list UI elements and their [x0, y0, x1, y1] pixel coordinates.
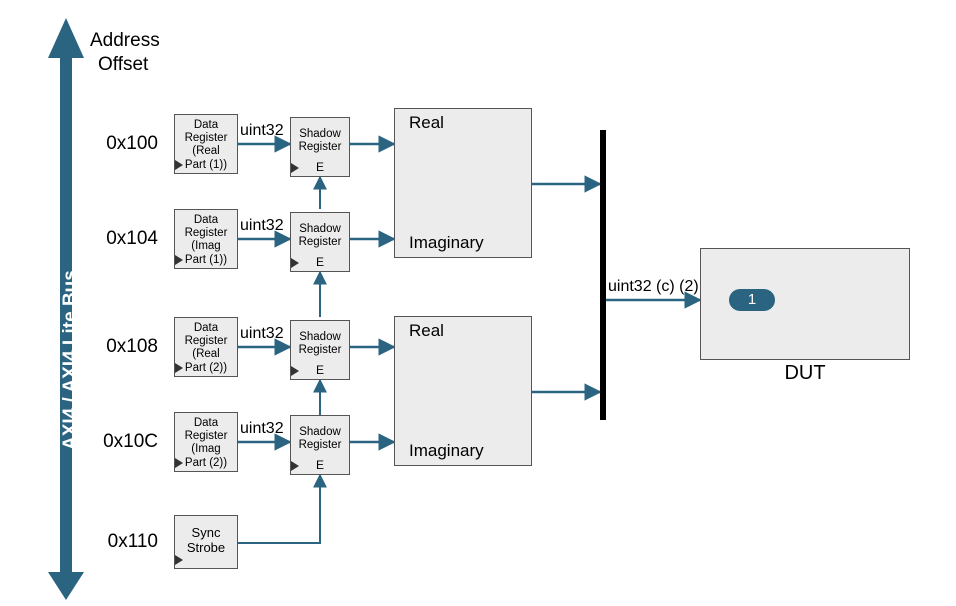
reg-line: Register — [175, 227, 237, 240]
edge-label-uint32-3: uint32 — [240, 420, 284, 438]
addr-2: 0x108 — [88, 336, 158, 358]
clock-triangle-icon — [175, 160, 183, 170]
shadow-register-0: Shadow Register E — [290, 117, 350, 177]
inport-1: 1 — [729, 289, 775, 311]
enable-label: E — [316, 364, 324, 378]
reg-line: (Real — [175, 348, 237, 361]
clock-triangle-icon — [175, 555, 183, 565]
reg-line: Part (1)) — [175, 159, 237, 172]
data-register-imag-1: Data Register (Imag Part (1)) — [174, 209, 238, 269]
addr-3: 0x10C — [88, 431, 158, 453]
edge-label-uint32-2: uint32 — [240, 325, 284, 343]
reg-line: Shadow — [291, 331, 349, 344]
reg-line: (Real — [175, 145, 237, 158]
shadow-register-3: Shadow Register E — [290, 415, 350, 475]
reg-line: (Imag — [175, 240, 237, 253]
clock-triangle-icon — [291, 163, 299, 173]
dut-label: DUT — [700, 362, 910, 385]
addr-1: 0x104 — [88, 228, 158, 250]
reg-line: Strobe — [175, 541, 237, 556]
reg-line: Register — [291, 344, 349, 357]
edge-label-uint32-0: uint32 — [240, 122, 284, 140]
combine-real-label: Real — [409, 321, 444, 341]
edge-label-uint32-1: uint32 — [240, 217, 284, 235]
combine-real-label: Real — [409, 113, 444, 133]
clock-triangle-icon — [291, 366, 299, 376]
data-register-real-2: Data Register (Real Part (2)) — [174, 317, 238, 377]
data-register-real-1: Data Register (Real Part (1)) — [174, 114, 238, 174]
reg-line: Data — [175, 417, 237, 430]
reg-line: Data — [175, 214, 237, 227]
dut-block: 1 — [700, 248, 910, 360]
reg-line: Data — [175, 322, 237, 335]
combine-imag-label: Imaginary — [409, 441, 484, 461]
complex-combine-0: Real Imaginary — [394, 108, 532, 258]
addr-4: 0x110 — [88, 531, 158, 553]
reg-line: Register — [175, 430, 237, 443]
reg-line: Register — [175, 132, 237, 145]
reg-line: Register — [291, 141, 349, 154]
clock-triangle-icon — [291, 258, 299, 268]
bus-label: AXI4 / AXI4 Lite Bus — [60, 270, 82, 450]
clock-triangle-icon — [175, 458, 183, 468]
axi-register-diagram: AXI4 / AXI4 Lite Bus Address Offset 0x10… — [0, 0, 956, 606]
data-register-imag-2: Data Register (Imag Part (2)) — [174, 412, 238, 472]
enable-label: E — [316, 161, 324, 175]
sync-strobe-register: Sync Strobe — [174, 515, 238, 569]
complex-combine-1: Real Imaginary — [394, 316, 532, 466]
reg-line: Register — [291, 236, 349, 249]
clock-triangle-icon — [291, 461, 299, 471]
enable-label: E — [316, 256, 324, 270]
addr-0: 0x100 — [88, 133, 158, 155]
clock-triangle-icon — [175, 363, 183, 373]
clock-triangle-icon — [175, 255, 183, 265]
reg-line: Shadow — [291, 223, 349, 236]
header-address: Address — [90, 30, 160, 52]
reg-line: Register — [175, 335, 237, 348]
reg-line: Part (1)) — [175, 254, 237, 267]
reg-line: (Imag — [175, 443, 237, 456]
reg-line: Sync — [175, 526, 237, 541]
combine-imag-label: Imaginary — [409, 233, 484, 253]
reg-line: Register — [291, 439, 349, 452]
shadow-register-2: Shadow Register E — [290, 320, 350, 380]
reg-line: Part (2)) — [175, 362, 237, 375]
reg-line: Part (2)) — [175, 457, 237, 470]
shadow-register-1: Shadow Register E — [290, 212, 350, 272]
reg-line: Data — [175, 119, 237, 132]
edge-label-final: uint32 (c) (2) — [608, 278, 699, 296]
enable-label: E — [316, 459, 324, 473]
reg-line: Shadow — [291, 426, 349, 439]
header-offset: Offset — [98, 54, 148, 76]
reg-line: Shadow — [291, 128, 349, 141]
